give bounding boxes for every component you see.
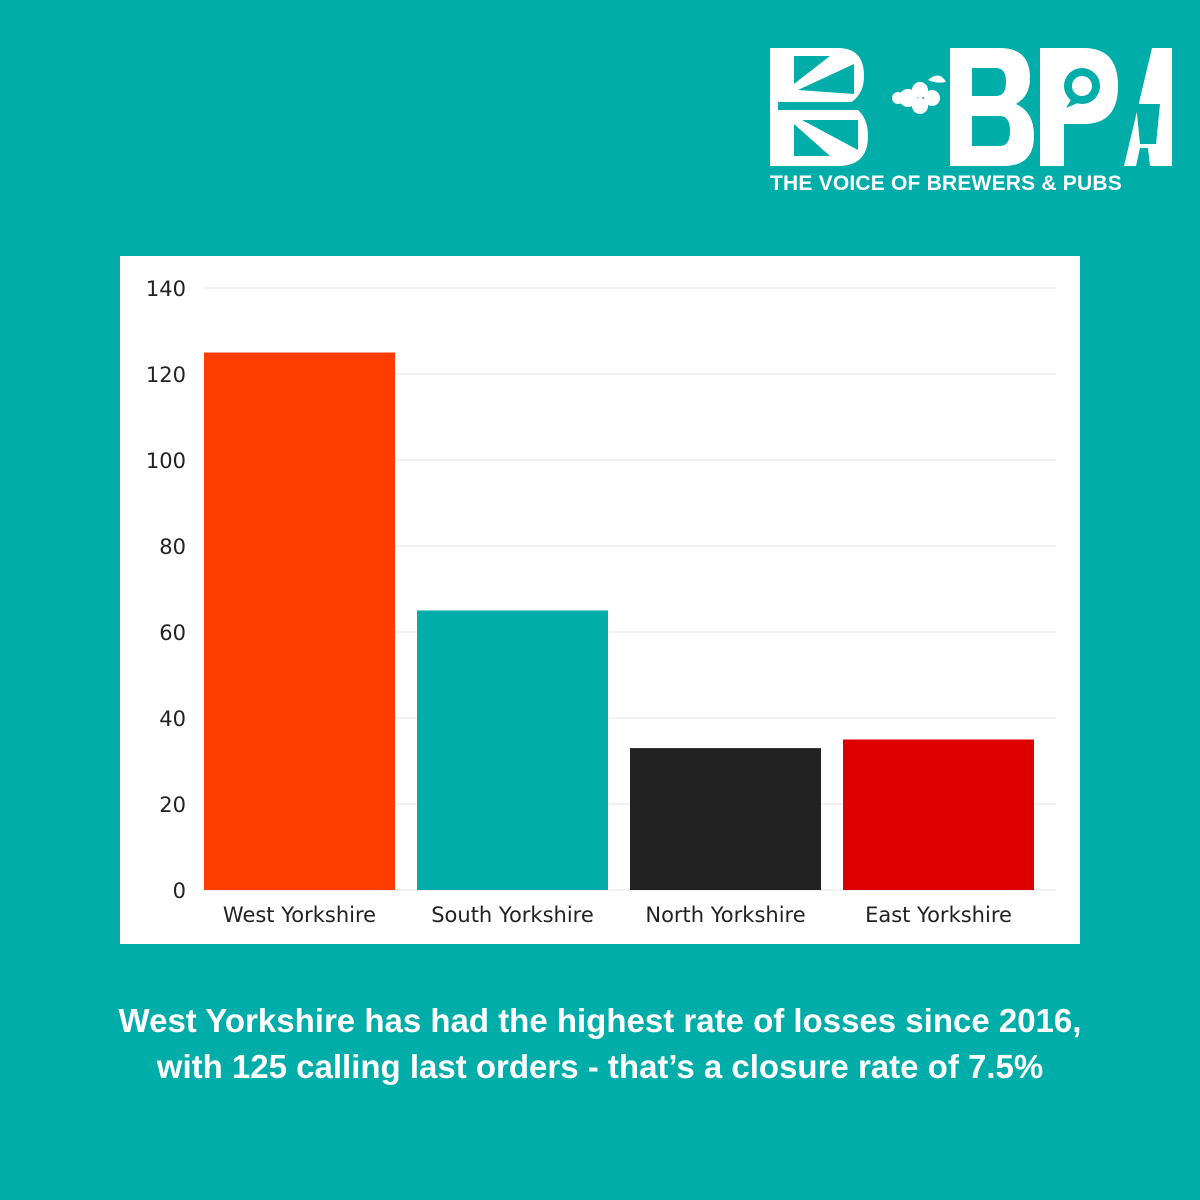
chart-panel: 0 20 40 60 80 100 120 140 West Yorkshire South Yo…	[120, 256, 1080, 944]
caption-line-2: with 125 calling last orders - that’s a …	[156, 1048, 1044, 1085]
x-category-label: West Yorkshire	[223, 903, 376, 927]
bar-chart: 0 20 40 60 80 100 120 140 West Yorkshire South Yo…	[146, 277, 1056, 927]
y-tick-label: 60	[159, 621, 186, 645]
speech-bubble-icon	[1064, 68, 1100, 108]
bar-east-yorkshire	[843, 739, 1034, 890]
y-tick-label: 100	[146, 449, 186, 473]
x-category-label: North Yorkshire	[645, 903, 805, 927]
caption-line-1: West Yorkshire has had the highest rate …	[118, 1002, 1082, 1039]
bar-west-yorkshire	[204, 352, 395, 890]
bar-south-yorkshire	[417, 610, 608, 890]
hop-icon	[892, 75, 946, 114]
y-tick-label: 0	[173, 879, 186, 903]
y-tick-label: 80	[159, 535, 186, 559]
caption: West Yorkshire has had the highest rate …	[40, 998, 1160, 1090]
y-tick-label: 40	[159, 707, 186, 731]
y-tick-label: 140	[146, 277, 186, 301]
x-category-label: East Yorkshire	[865, 903, 1012, 927]
pint-glass-icon	[1136, 104, 1160, 144]
logo-tagline: THE VOICE OF BREWERS & PUBS	[770, 172, 1122, 195]
bar-north-yorkshire	[630, 748, 821, 890]
y-tick-label: 20	[159, 793, 186, 817]
y-tick-label: 120	[146, 363, 186, 387]
logo-letter-b-icon	[770, 48, 874, 166]
x-category-label: South Yorkshire	[431, 903, 594, 927]
bpa-logo	[770, 48, 1172, 166]
